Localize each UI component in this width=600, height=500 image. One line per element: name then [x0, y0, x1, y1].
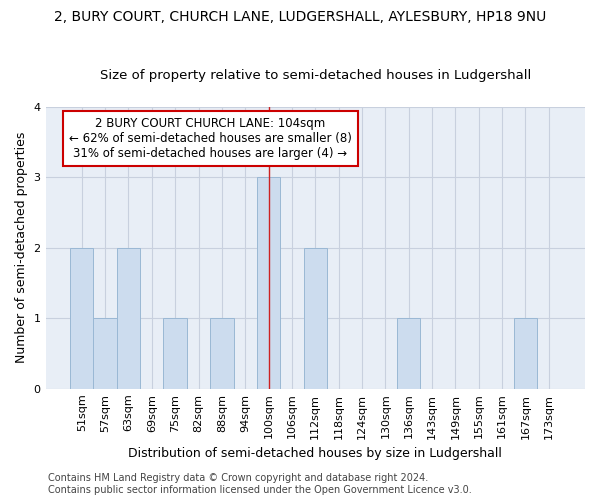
- Y-axis label: Number of semi-detached properties: Number of semi-detached properties: [15, 132, 28, 364]
- Bar: [117, 248, 140, 389]
- Text: 2, BURY COURT, CHURCH LANE, LUDGERSHALL, AYLESBURY, HP18 9NU: 2, BURY COURT, CHURCH LANE, LUDGERSHALL,…: [54, 10, 546, 24]
- Bar: [304, 248, 327, 389]
- Text: 2 BURY COURT CHURCH LANE: 104sqm
← 62% of semi-detached houses are smaller (8)
3: 2 BURY COURT CHURCH LANE: 104sqm ← 62% o…: [69, 118, 352, 160]
- Bar: [397, 318, 421, 389]
- Title: Size of property relative to semi-detached houses in Ludgershall: Size of property relative to semi-detach…: [100, 69, 531, 82]
- Bar: [94, 318, 117, 389]
- Text: Contains HM Land Registry data © Crown copyright and database right 2024.
Contai: Contains HM Land Registry data © Crown c…: [48, 474, 472, 495]
- Bar: [257, 178, 280, 389]
- Bar: [210, 318, 233, 389]
- Bar: [163, 318, 187, 389]
- Bar: [70, 248, 94, 389]
- X-axis label: Distribution of semi-detached houses by size in Ludgershall: Distribution of semi-detached houses by …: [128, 447, 502, 460]
- Bar: [514, 318, 537, 389]
